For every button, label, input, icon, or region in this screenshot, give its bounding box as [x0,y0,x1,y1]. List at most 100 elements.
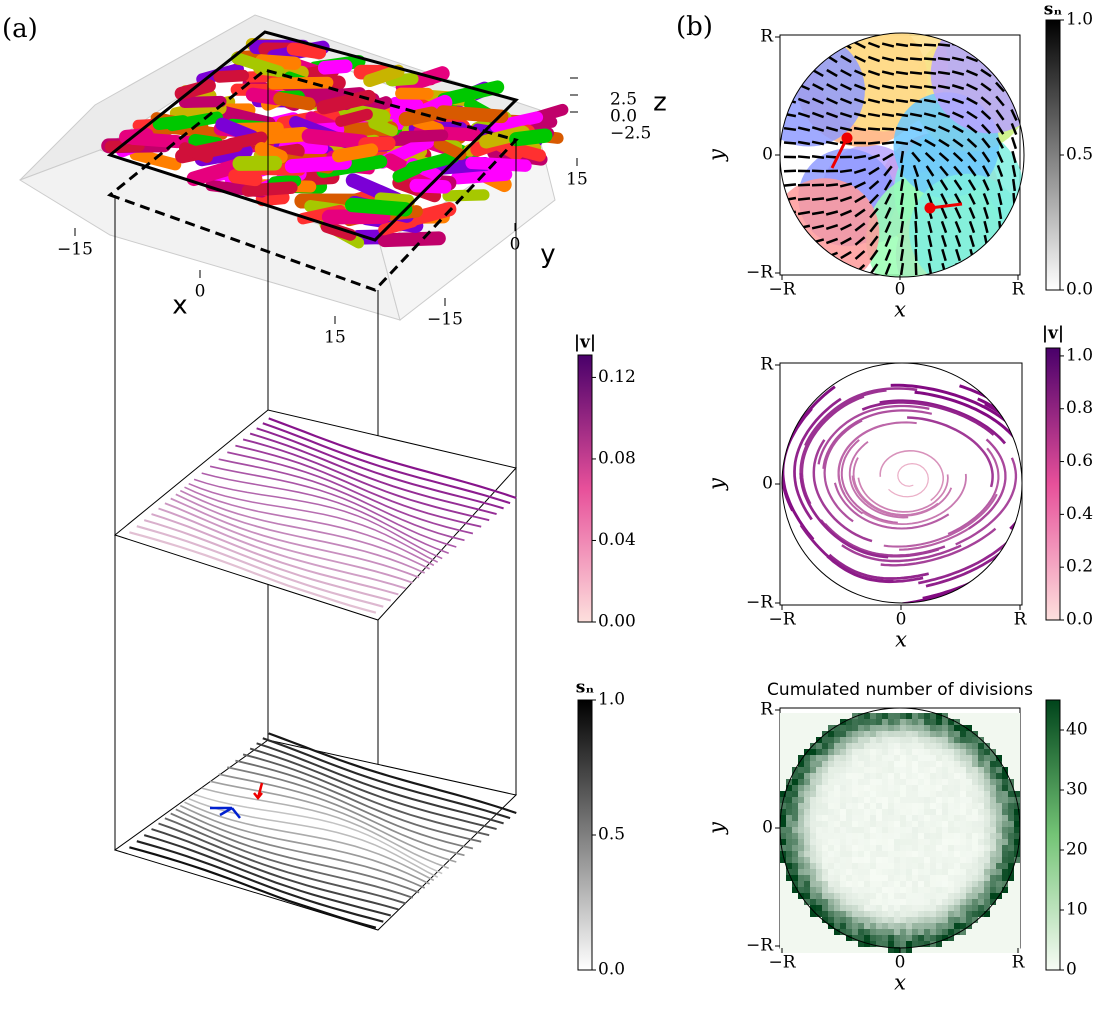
y-tick-label: R [760,355,774,375]
x-tick-label: 0 [895,280,906,300]
heat-cell [978,803,984,809]
heat-cell [894,773,900,779]
heat-cell [912,815,918,821]
director [997,178,1003,192]
heat-cell [918,767,924,773]
heat-cell [948,869,954,875]
heat-cell [960,899,966,905]
director [981,151,991,163]
colorbar-tick-label: 0.0 [1066,610,1093,630]
heat-cell [894,923,900,929]
heat-cell [870,941,876,947]
heat-cell [816,749,822,755]
heat-cell [930,761,936,767]
heat-cell [804,755,810,761]
heat-cell [978,881,984,887]
rod [119,128,154,145]
heat-cell [810,851,816,857]
director [797,97,811,105]
heat-cell [864,713,870,719]
heat-cell [900,749,906,755]
heat-cell [804,791,810,797]
heat-cell [984,893,990,899]
heat-cell [912,935,918,941]
heat-cell [900,911,906,917]
heat-cell [876,917,882,923]
heat-cell [918,845,924,851]
heat-cell [792,761,798,767]
director [983,206,989,220]
heat-cell [786,737,792,743]
director [996,137,1004,149]
heat-cell [906,815,912,821]
heat-cell [1002,797,1008,803]
heat-cell [990,941,996,947]
director [982,179,990,191]
heat-cell [780,731,786,737]
heat-cell [804,875,810,881]
heat-cell [894,743,900,749]
heat-cell [930,917,936,923]
streamline [879,399,1007,445]
heat-cell [990,899,996,905]
heat-cell [912,737,918,743]
director [914,206,918,220]
heat-cell [996,929,1002,935]
heat-cell [966,713,972,719]
heat-cell [996,947,1002,953]
heat-cell [948,911,954,917]
heat-cell [870,851,876,857]
heat-cell [1008,941,1014,947]
heat-cell [894,947,900,953]
rod [179,142,214,163]
heat-cell [936,875,942,881]
heat-cell [816,731,822,737]
heat-cell [930,779,936,785]
heat-cell [936,827,942,833]
heat-cell [888,755,894,761]
heat-cell [978,713,984,719]
heat-cell [972,725,978,731]
heat-cell [804,863,810,869]
streamline [143,519,392,602]
heat-cell [858,809,864,815]
heat-cell [972,893,978,899]
director [797,197,811,201]
heat-cell [990,743,996,749]
heat-cell [828,761,834,767]
heat-cell [990,713,996,719]
heat-cell [972,755,978,761]
heat-cell [870,773,876,779]
heat-cell [984,803,990,809]
heat-cell [864,941,870,947]
heat-cell [906,779,912,785]
heat-cell [912,941,918,947]
heat-cell [966,917,972,923]
heat-cell [894,893,900,899]
heat-cell [786,869,792,875]
cell-field [780,33,1024,277]
heat-cell [924,893,930,899]
heat-cell [1002,713,1008,719]
heat-cell [966,797,972,803]
heat-cell [870,755,876,761]
y-tick-label: 0 [510,235,521,255]
heat-cell [780,803,786,809]
streamline [201,472,449,554]
streamline [235,444,482,528]
heat-cell [978,917,984,923]
heat-cell [780,857,786,863]
heat-cell [918,743,924,749]
heat-cell [876,893,882,899]
heat-cell [1002,731,1008,737]
heat-cell [876,779,882,785]
heat-cell [792,797,798,803]
heat-cell [852,743,858,749]
heat-cell [954,743,960,749]
rod [186,157,249,187]
heat-cell [834,917,840,923]
heat-cell [786,761,792,767]
heat-cell [972,743,978,749]
streamline [857,474,949,513]
director [811,224,825,230]
